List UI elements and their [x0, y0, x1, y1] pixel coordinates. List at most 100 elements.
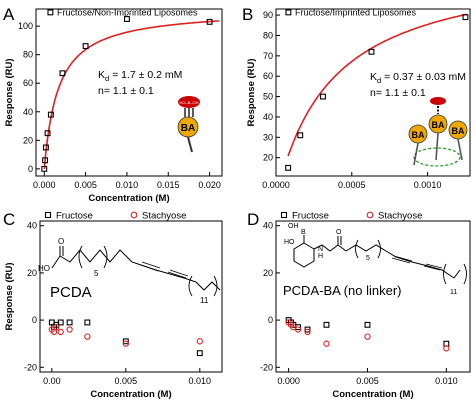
x-tick-label-d: 0.000 [277, 376, 300, 386]
fructose-point-c [66, 319, 73, 326]
fructose-point-a [82, 43, 89, 50]
stachyose-point-c [122, 340, 129, 347]
legend-marker-c [130, 211, 138, 219]
ba-structure-oh-label: OH [288, 223, 299, 230]
y-tick-label-a: 40 [23, 107, 33, 117]
fructose-point-a [59, 70, 66, 77]
legend-marker-d [280, 211, 288, 219]
y-tick-label-c: -20 [24, 362, 37, 372]
x-tick-label-b: 0.0000 [262, 180, 290, 190]
x-tick-label-a: 0.015 [157, 180, 180, 190]
stachyose-point-d [294, 326, 302, 333]
stachyose-point-c [84, 333, 91, 340]
y-tick-label-c: 20 [27, 268, 37, 278]
fructose-point-c [122, 338, 129, 345]
x-tick-label-d: 0.010 [435, 376, 458, 386]
fructose-point-c [57, 319, 64, 326]
chart-panel-c: 0.00 0.005 0.010 -20 0 20 40 Concentration (M) R… [4, 211, 223, 400]
legend-label-d: Stachyose [378, 211, 422, 222]
stachyose-point-c [196, 338, 203, 345]
legend-marker-d [366, 211, 374, 219]
legend-marker-a [47, 9, 54, 16]
ba-structure-o-label: O [336, 229, 342, 236]
pcda-subscript-5: 5 [94, 269, 99, 278]
panel-letter-a: A [3, 5, 15, 24]
stachyose-point-d [323, 340, 330, 347]
plot-frame-d [275, 220, 471, 373]
pcda-structure [51, 245, 221, 297]
y-tick-label-a: 0 [28, 164, 33, 174]
fructose-point-d [323, 321, 330, 328]
y-tick-label-c: 0 [32, 315, 37, 325]
fructose-point-a [42, 157, 49, 164]
y-tick-label-a: 20 [23, 135, 33, 145]
fructose-point-a [206, 18, 213, 25]
ba-label-b2: BA [432, 120, 445, 130]
panel-letter-d: D [247, 210, 259, 229]
plot-frame-b [275, 8, 471, 177]
y-tick-label-a: 80 [23, 50, 33, 60]
y-tick-label-b: 80 [263, 30, 273, 40]
y-tick-label-b: 30 [263, 132, 273, 142]
fit-curve-b [287, 13, 467, 157]
y-axis-label-a: Response (RU) [4, 58, 15, 126]
y-tick-label-b: 50 [263, 92, 273, 102]
chart-panel-b: 0.0000 0.0005 0.0010 20 30 40 50 60 70 80 90 Respon… [246, 8, 471, 190]
y-tick-label-c: 40 [27, 221, 37, 231]
legend-label-d: Fructose [292, 211, 329, 222]
pcda-subscript-11: 11 [200, 296, 209, 305]
ba-structure-nh-label: H [318, 253, 323, 260]
panel-letter-c: C [3, 210, 15, 229]
x-tick-label-a: 0.020 [198, 180, 221, 190]
chart-panel-a: 0.000 0.005 0.010 0.015 0.020 0 20 40 60 80 100 Con… [4, 8, 223, 204]
y-tick-label-b: 60 [263, 71, 273, 81]
ba-structure-subscript-5: 5 [366, 255, 370, 262]
stachyose-point-d [290, 324, 297, 331]
fructose-point-a [123, 16, 130, 22]
pcda-o-label: O [58, 237, 64, 246]
fructose-point-a [41, 165, 48, 172]
fructose-point-c [84, 319, 91, 326]
kd-annotation-a: Kd = 1.7 ± 0.2 mM [98, 69, 182, 83]
y-axis-label-b: Response (RU) [246, 58, 257, 126]
panels: 0.000 0.005 0.010 0.015 0.020020406080100Con… [4, 8, 471, 400]
probe-illustration-a: HO–B–OH BA [177, 96, 200, 153]
stachyose-point-c [53, 324, 60, 331]
y-tick-label-d: -20 [260, 362, 273, 372]
compound-label-d: PCDA-BA (no linker) [283, 283, 401, 298]
stachyose-point-c [66, 326, 73, 333]
pcda-oh-label: HO [38, 264, 50, 273]
x-tick-label-a: 0.000 [33, 180, 56, 190]
fructose-point-b [368, 48, 375, 55]
fit-curve-a [43, 20, 220, 169]
panel-letter-b: B [242, 5, 253, 24]
y-tick-label-b: 40 [263, 112, 273, 122]
probe-illustration-b: BA BA BA [408, 97, 468, 167]
probe-cap-label-a: HO–B–OH [179, 100, 198, 105]
x-axis-label-a: Concentration (M) [88, 193, 169, 204]
y-tick-label-d: 20 [263, 268, 273, 278]
y-tick-label-a: 60 [23, 78, 33, 88]
fructose-point-b [285, 164, 292, 171]
chart-panel-d: 0.000 0.005 0.010 -20 0 20 40 Concentration (M)… [260, 211, 471, 400]
legend-label-c: Fructose [56, 211, 93, 222]
x-tick-label-d: 0.005 [356, 376, 379, 386]
stachyose-point-d [304, 328, 311, 336]
y-axis-label-c: Response (RU) [4, 262, 15, 330]
x-tick-label-c: 0.00 [43, 376, 61, 386]
ba-structure-n-label: N [318, 246, 323, 253]
fructose-point-c [196, 350, 203, 357]
legend-marker-c [44, 211, 52, 219]
plot-frame-c [39, 220, 223, 373]
x-tick-label-a: 0.010 [116, 180, 139, 190]
kd-annotation-b: Kd = 0.37 ± 0.03 mM [370, 71, 466, 85]
ba-structure-ho-label: HO [284, 239, 295, 246]
x-tick-label-b: 0.0010 [414, 180, 442, 190]
y-tick-label-a: 100 [18, 21, 33, 31]
legend-label-a: Fructose/Non-Imprinted Liposomes [57, 8, 198, 18]
legend-marker-b [285, 9, 292, 16]
stachyose-point-c [57, 328, 64, 336]
ba-structure-b-label: B [301, 229, 306, 236]
fructose-point-d [304, 326, 311, 333]
